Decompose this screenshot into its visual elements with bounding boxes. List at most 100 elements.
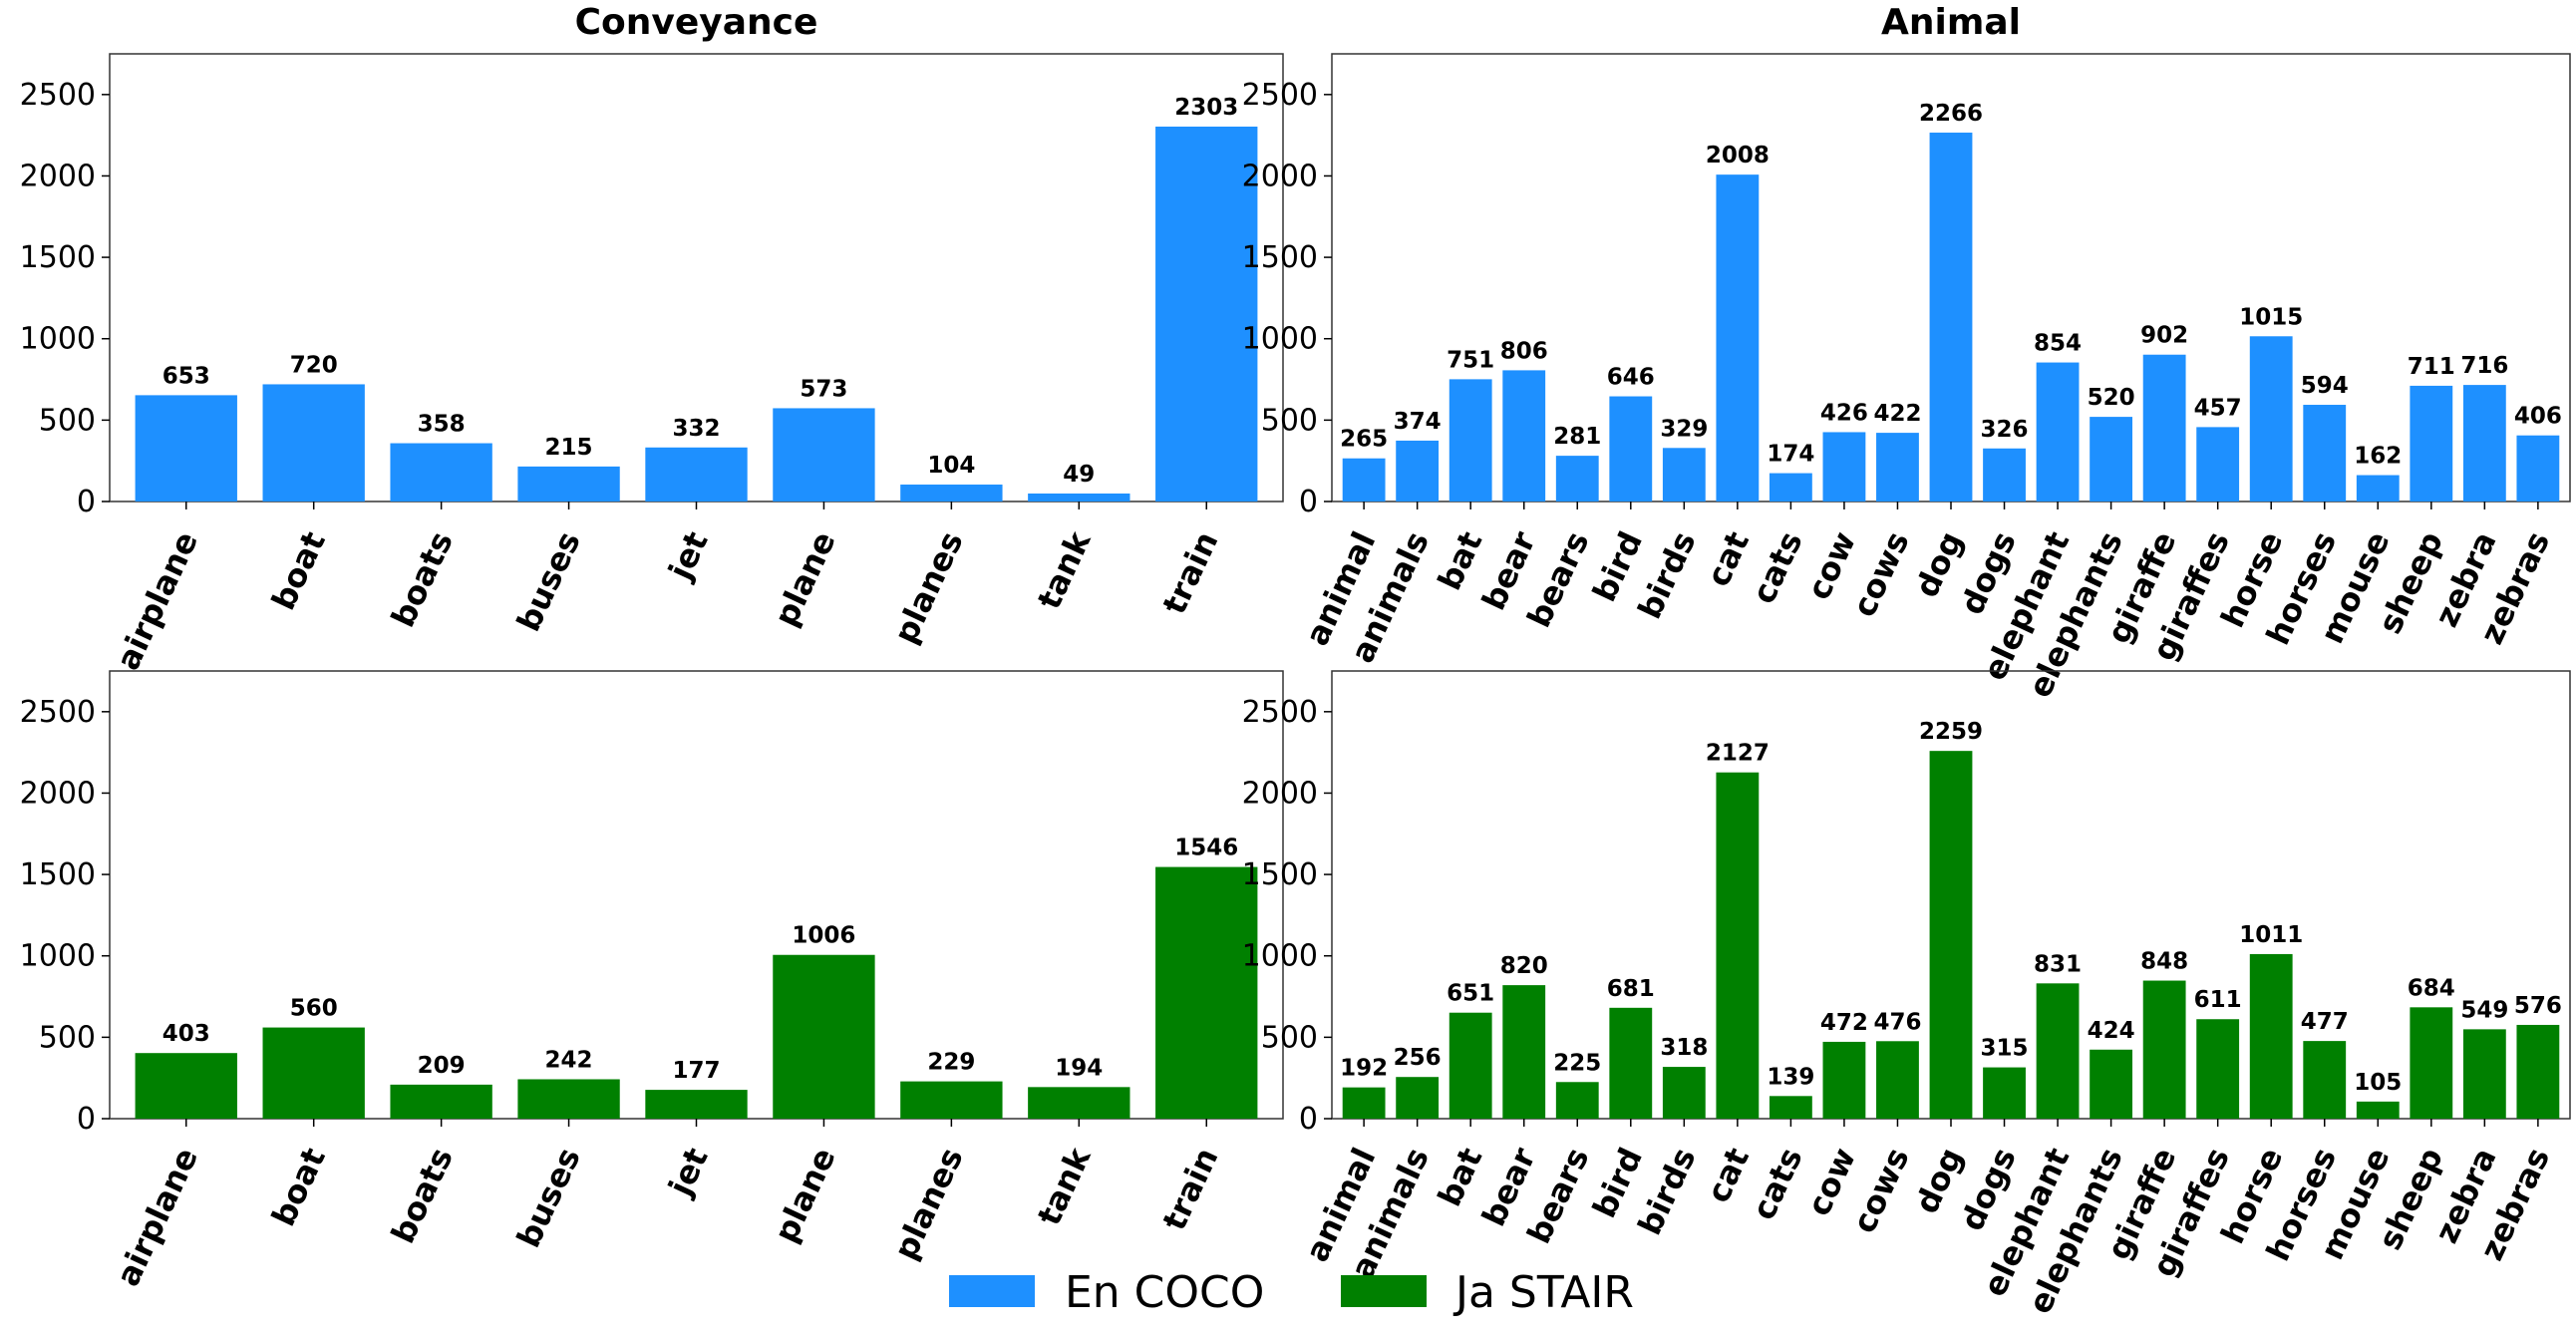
data-label: 681 bbox=[1607, 976, 1655, 1002]
x-tick-label: jet bbox=[660, 525, 716, 586]
bar-animal bbox=[1342, 458, 1386, 502]
data-label: 472 bbox=[1820, 1010, 1868, 1036]
bar-zebras bbox=[2516, 1024, 2560, 1119]
data-label: 225 bbox=[1553, 1050, 1601, 1076]
bar-dogs bbox=[1983, 448, 2026, 502]
data-label: 332 bbox=[672, 416, 720, 442]
data-label: 105 bbox=[2354, 1070, 2402, 1096]
y-tick-label: 0 bbox=[1299, 485, 1318, 519]
bar-bat bbox=[1449, 379, 1492, 502]
bar-cats bbox=[1769, 473, 1812, 502]
data-label: 162 bbox=[2354, 444, 2402, 470]
bar-plane bbox=[773, 408, 875, 502]
data-label: 192 bbox=[1340, 1056, 1388, 1082]
chart-panel-conveyance-ja: 0 500 1000 1500 2000 2500 403 airplane 560 boat 20… bbox=[20, 670, 1284, 1292]
data-label: 1006 bbox=[792, 923, 855, 949]
y-tick-label: 2000 bbox=[1242, 776, 1318, 811]
data-label: 242 bbox=[545, 1047, 593, 1073]
y-tick-label: 1000 bbox=[1242, 322, 1318, 357]
data-label: 329 bbox=[1660, 416, 1708, 442]
bar-jet bbox=[645, 1090, 748, 1119]
bar-cow bbox=[1822, 432, 1866, 502]
legend-label-en: En COCO bbox=[1065, 1267, 1264, 1318]
y-tick-label: 500 bbox=[39, 1020, 96, 1055]
bar-animal bbox=[1342, 1087, 1386, 1119]
bar-tank bbox=[1028, 493, 1130, 502]
x-tick-label: cat bbox=[1699, 1142, 1757, 1208]
data-label: 573 bbox=[800, 376, 847, 402]
data-label: 720 bbox=[290, 352, 338, 378]
data-label: 2303 bbox=[1174, 95, 1238, 121]
data-label: 576 bbox=[2514, 993, 2562, 1019]
bar-train bbox=[1155, 126, 1258, 502]
bar-elephants bbox=[2090, 417, 2133, 502]
y-tick-label: 2500 bbox=[1242, 695, 1318, 730]
data-label: 374 bbox=[1394, 409, 1442, 435]
data-label: 139 bbox=[1767, 1064, 1814, 1090]
x-tick-label: airplane bbox=[109, 1142, 205, 1291]
data-label: 711 bbox=[2408, 354, 2455, 380]
y-tick-label: 1500 bbox=[1242, 240, 1318, 275]
data-label: 751 bbox=[1447, 347, 1494, 373]
bar-bears bbox=[1555, 1082, 1599, 1119]
data-label: 326 bbox=[1981, 417, 2029, 443]
data-label: 177 bbox=[672, 1058, 720, 1084]
data-label: 902 bbox=[2140, 323, 2188, 349]
data-label: 684 bbox=[2408, 975, 2455, 1001]
bar-dog bbox=[1929, 133, 1973, 502]
data-label: 716 bbox=[2460, 353, 2508, 379]
y-tick-label: 0 bbox=[77, 485, 96, 519]
data-label: 2266 bbox=[1919, 101, 1983, 127]
bar-giraffes bbox=[2196, 1019, 2240, 1119]
x-tick-label: boat bbox=[264, 525, 333, 615]
data-label: 1015 bbox=[2239, 304, 2303, 330]
x-tick-label: jet bbox=[660, 1142, 716, 1202]
data-label: 256 bbox=[1394, 1045, 1442, 1071]
bar-boat bbox=[262, 384, 365, 502]
bar-train bbox=[1155, 866, 1258, 1119]
bar-cows bbox=[1876, 1041, 1919, 1119]
data-label: 281 bbox=[1553, 424, 1601, 450]
bar-zebra bbox=[2462, 385, 2506, 502]
bar-bat bbox=[1449, 1012, 1492, 1119]
bar-buses bbox=[517, 1079, 620, 1119]
x-tick-label: buses bbox=[509, 525, 588, 637]
bar-animals bbox=[1396, 440, 1440, 502]
y-tick-label: 0 bbox=[77, 1102, 96, 1137]
x-tick-label: plane bbox=[767, 1142, 843, 1248]
bar-mouse bbox=[2356, 1101, 2400, 1119]
x-tick-label: plane bbox=[767, 525, 843, 632]
data-label: 848 bbox=[2140, 949, 2188, 975]
bar-boat bbox=[262, 1027, 365, 1119]
data-label: 422 bbox=[1873, 401, 1921, 427]
data-label: 560 bbox=[290, 996, 338, 1022]
x-tick-label: boats bbox=[384, 525, 461, 632]
y-tick-label: 1000 bbox=[20, 322, 96, 357]
data-label: 477 bbox=[2301, 1009, 2349, 1035]
data-label: 549 bbox=[2460, 997, 2508, 1023]
x-tick-label: tank bbox=[1030, 1142, 1099, 1231]
data-label: 2259 bbox=[1919, 719, 1983, 745]
data-label: 820 bbox=[1500, 953, 1548, 979]
bar-airplane bbox=[135, 1053, 237, 1119]
y-tick-label: 2000 bbox=[20, 159, 96, 193]
data-label: 1011 bbox=[2239, 922, 2303, 948]
bar-elephant bbox=[2036, 983, 2080, 1119]
data-label: 1546 bbox=[1174, 836, 1238, 861]
bar-cow bbox=[1822, 1041, 1866, 1119]
bar-bear bbox=[1502, 370, 1546, 502]
data-label: 403 bbox=[162, 1021, 210, 1047]
legend-swatch-en bbox=[949, 1275, 1035, 1307]
y-tick-label: 2000 bbox=[1242, 159, 1318, 193]
bar-horse bbox=[2249, 336, 2293, 502]
chart-title: Conveyance bbox=[575, 2, 818, 43]
bar-zebra bbox=[2462, 1029, 2506, 1119]
data-label: 194 bbox=[1055, 1055, 1103, 1081]
data-label: 457 bbox=[2194, 395, 2242, 421]
y-tick-label: 1500 bbox=[1242, 857, 1318, 892]
y-tick-label: 1000 bbox=[1242, 939, 1318, 974]
y-tick-label: 1000 bbox=[20, 939, 96, 974]
bar-sheep bbox=[2410, 1007, 2453, 1119]
data-label: 49 bbox=[1063, 462, 1095, 488]
